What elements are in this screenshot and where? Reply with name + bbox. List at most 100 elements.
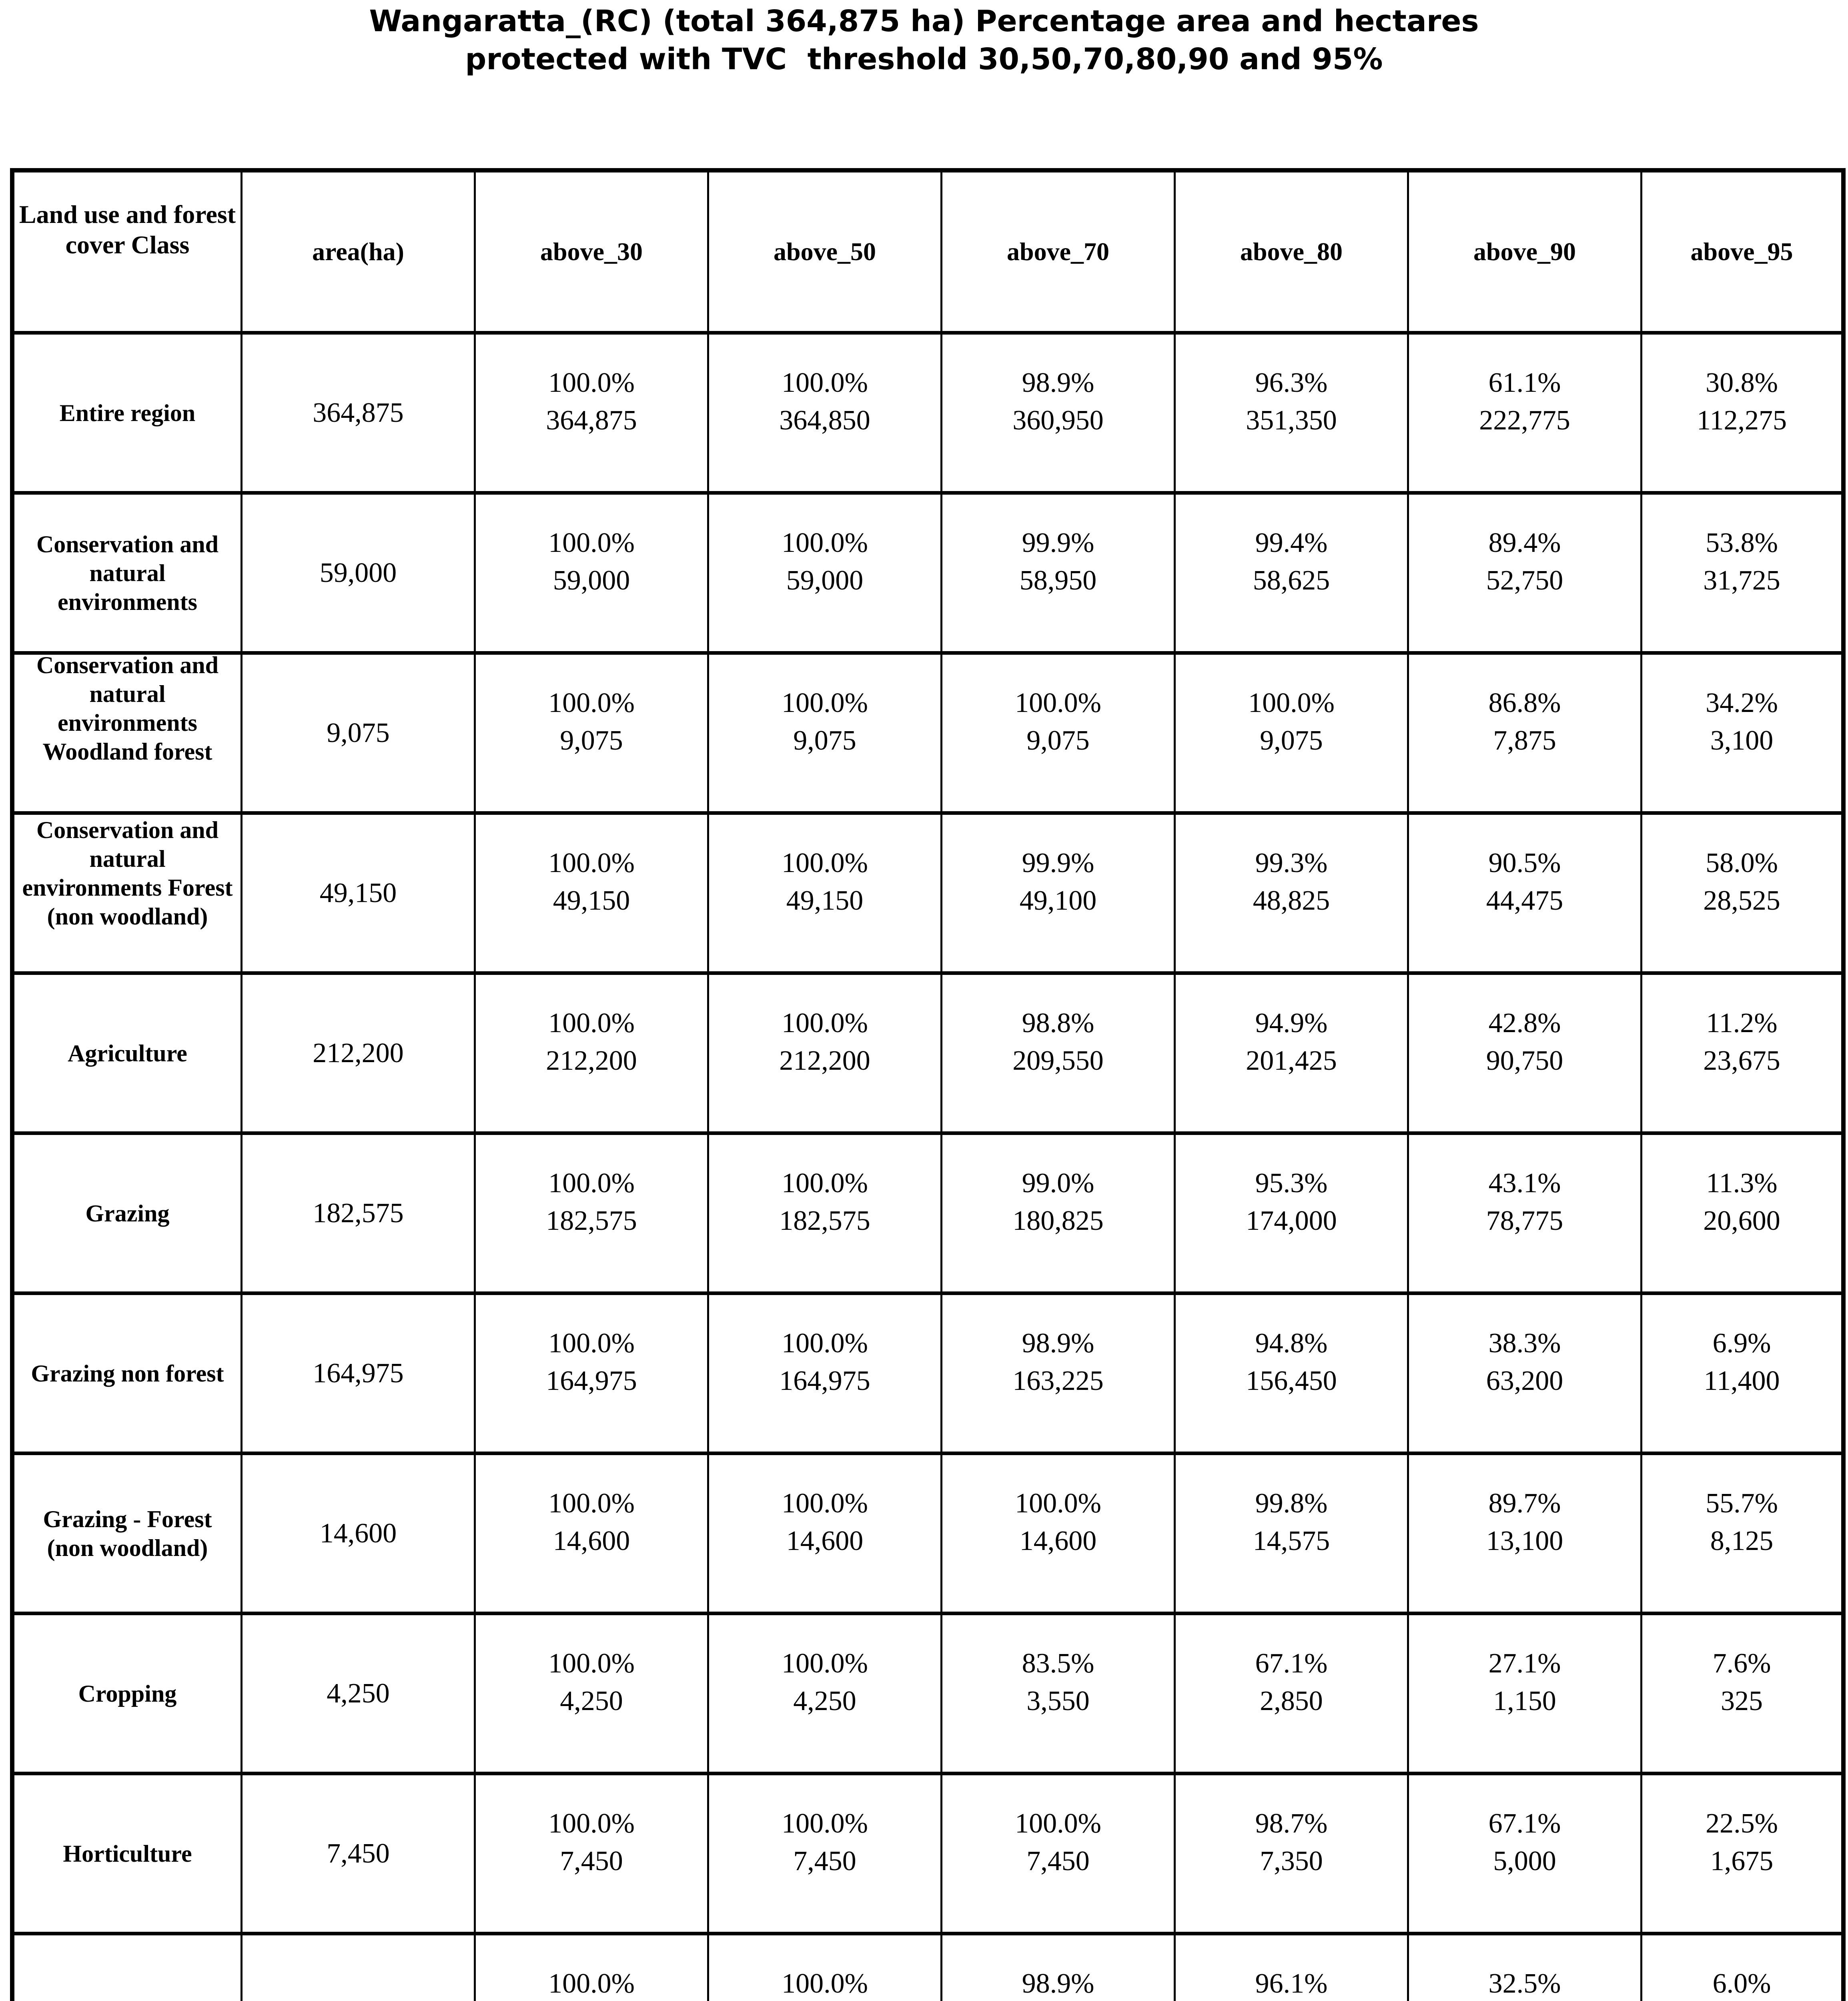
header-landuse-class: Land use and forest cover Class	[11, 168, 243, 335]
percent-hectare-block: 100.0% 14,600	[709, 1485, 940, 1560]
percent-hectare-block: 58.0% 28,525	[1642, 844, 1841, 920]
percent-value: 100.0%	[548, 687, 635, 718]
percent-hectare-block: 100.0% 4,250	[476, 1645, 707, 1720]
percent-hectare-block: 100.0% 49,150	[709, 844, 940, 920]
hectare-value: 164,975	[779, 1365, 870, 1396]
area-ha-cell: 49,150	[241, 811, 476, 975]
landuse-class-cell: Irrigation	[11, 1932, 243, 2001]
hectare-value: 49,150	[553, 885, 630, 916]
percent-value: 100.0%	[548, 1488, 635, 1519]
table-body: Entire region 364,875 100.0% 364,875 100.0% 3…	[11, 331, 1844, 2001]
percent-hectare-block: 53.8% 31,725	[1642, 524, 1841, 599]
area-ha-value: 212,200	[313, 1037, 404, 1069]
threshold-cell: 100.0% 182,575	[707, 1131, 942, 1295]
percent-value: 11.2%	[1706, 1007, 1778, 1039]
hectare-value: 180,825	[1012, 1205, 1104, 1236]
landuse-class-label: Irrigation	[14, 1999, 241, 2001]
table-row: Conservation and natural environments Wo…	[11, 651, 1844, 815]
percent-hectare-block: 32.5%5,825	[1409, 1965, 1640, 2001]
threshold-cell: 67.1% 2,850	[1174, 1612, 1409, 1775]
area-ha-value: 9,075	[327, 717, 390, 748]
threshold-cell: 100.0% 14,600	[474, 1452, 709, 1615]
percent-hectare-block: 99.9% 58,950	[942, 524, 1174, 599]
percent-hectare-block: 100.0% 212,200	[476, 1005, 707, 1080]
landuse-class-label: Agriculture	[68, 1040, 187, 1067]
threshold-cell: 95.3% 174,000	[1174, 1131, 1409, 1295]
threshold-cell: 83.5% 3,550	[940, 1612, 1176, 1775]
landuse-class-label: Grazing - Forest (non woodland)	[43, 1506, 212, 1561]
table-row: Horticulture 7,450 100.0% 7,450 100.0% 7,450 1…	[11, 1772, 1844, 1935]
hectare-value: 58,950	[1019, 565, 1097, 596]
percent-hectare-block: 96.1%17,225	[1176, 1965, 1407, 2001]
percent-hectare-block: 38.3% 63,200	[1409, 1325, 1640, 1400]
percent-value: 100.0%	[548, 527, 635, 558]
hectare-value: 9,075	[560, 725, 623, 756]
percent-value: 99.0%	[1022, 1167, 1094, 1199]
threshold-cell: 100.0% 9,075	[707, 651, 942, 815]
landuse-class-cell: Agriculture	[11, 971, 243, 1135]
percent-value: 67.1%	[1488, 1808, 1561, 1839]
percent-hectare-block: 100.0% 9,075	[476, 684, 707, 760]
threshold-cell: 100.0% 164,975	[474, 1291, 709, 1455]
percent-hectare-block: 34.2% 3,100	[1642, 684, 1841, 760]
hectare-value: 9,075	[1026, 725, 1090, 756]
percent-hectare-block: 55.7% 8,125	[1642, 1485, 1841, 1560]
threshold-cell: 61.1% 222,775	[1407, 331, 1642, 495]
percent-value: 6.0%	[1712, 1968, 1771, 1999]
hectare-value: 1,675	[1710, 1845, 1774, 1877]
area-ha-value: 182,575	[313, 1197, 404, 1229]
percent-value: 100.0%	[1015, 1808, 1101, 1839]
area-ha-cell: 17,925	[241, 1932, 476, 2001]
hectare-value: 7,450	[560, 1845, 623, 1877]
hectare-value: 7,450	[1026, 1845, 1090, 1877]
hectare-value: 28,525	[1703, 885, 1780, 916]
area-ha-value: 164,975	[313, 1357, 404, 1389]
percent-value: 32.5%	[1488, 1968, 1561, 1999]
threshold-cell: 67.1% 5,000	[1407, 1772, 1642, 1935]
table-row: Conservation and natural environments 59,…	[11, 491, 1844, 655]
threshold-cell: 98.9%17,725	[940, 1932, 1176, 2001]
percent-hectare-block: 27.1% 1,150	[1409, 1645, 1640, 1720]
threshold-cell: 53.8% 31,725	[1640, 491, 1844, 655]
hectare-value: 2,850	[1260, 1685, 1323, 1716]
header-area-ha: area(ha)	[241, 168, 476, 335]
threshold-cell: 94.8% 156,450	[1174, 1291, 1409, 1455]
hectare-value: 201,425	[1246, 1045, 1337, 1076]
hectare-value: 52,750	[1486, 565, 1563, 596]
table-row: Conservation and natural environments Fo…	[11, 811, 1844, 975]
percent-value: 22.5%	[1706, 1808, 1778, 1839]
area-ha-value: 7,450	[327, 1838, 390, 1869]
threshold-cell: 89.4% 52,750	[1407, 491, 1642, 655]
hectare-value: 49,150	[786, 885, 864, 916]
percent-hectare-block: 11.2% 23,675	[1642, 1005, 1841, 1080]
hectare-value: 14,575	[1253, 1525, 1330, 1556]
percent-value: 30.8%	[1706, 367, 1778, 398]
threshold-cell: 30.8% 112,275	[1640, 331, 1844, 495]
page-title: Wangaratta_(RC) (total 364,875 ha) Perce…	[0, 2, 1848, 78]
percent-hectare-block: 100.0% 7,450	[709, 1805, 940, 1880]
threshold-cell: 100.0%17,925	[707, 1932, 942, 2001]
area-ha-value: 14,600	[319, 1518, 397, 1549]
hectare-value: 7,450	[793, 1845, 856, 1877]
hectare-value: 1,150	[1493, 1685, 1556, 1716]
percent-hectare-block: 94.9% 201,425	[1176, 1005, 1407, 1080]
percent-hectare-block: 96.3% 351,350	[1176, 364, 1407, 439]
hectare-value: 8,125	[1710, 1525, 1774, 1556]
percent-value: 100.0%	[782, 847, 868, 878]
threshold-cell: 100.0% 14,600	[940, 1452, 1176, 1615]
threshold-cell: 6.0%1,075	[1640, 1932, 1844, 2001]
hectare-value: 78,775	[1486, 1205, 1563, 1236]
percent-hectare-block: 89.4% 52,750	[1409, 524, 1640, 599]
landuse-class-cell: Grazing	[11, 1131, 243, 1295]
threshold-cell: 99.9% 58,950	[940, 491, 1176, 655]
table-row: Grazing - Forest (non woodland) 14,600 100…	[11, 1452, 1844, 1615]
threshold-cell: 98.7% 7,350	[1174, 1772, 1409, 1935]
percent-hectare-block: 100.0%17,925	[709, 1965, 940, 2001]
percent-value: 99.8%	[1255, 1488, 1328, 1519]
threshold-cell: 27.1% 1,150	[1407, 1612, 1642, 1775]
threshold-cell: 100.0% 364,875	[474, 331, 709, 495]
hectare-value: 164,975	[546, 1365, 637, 1396]
hectare-value: 7,875	[1493, 725, 1556, 756]
percent-hectare-block: 11.3% 20,600	[1642, 1165, 1841, 1240]
